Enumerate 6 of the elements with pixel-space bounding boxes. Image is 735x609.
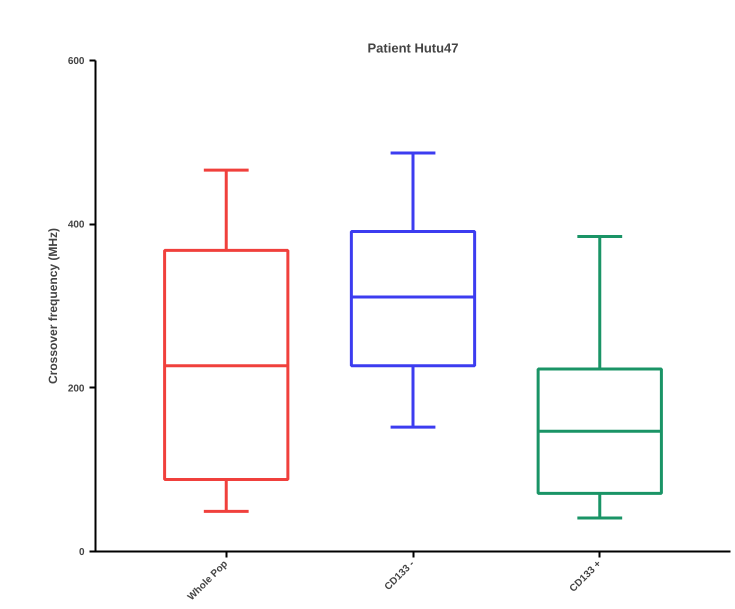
y-tick-label: 0 <box>78 547 85 558</box>
y-tick-label: 400 <box>68 220 85 231</box>
y-tick-label: 200 <box>68 383 85 394</box>
y-tick-label: 600 <box>68 56 85 67</box>
y-axis-title: Crossover frequency (MHz) <box>46 228 60 384</box>
chart-title: Patient Hutu47 <box>367 40 459 56</box>
